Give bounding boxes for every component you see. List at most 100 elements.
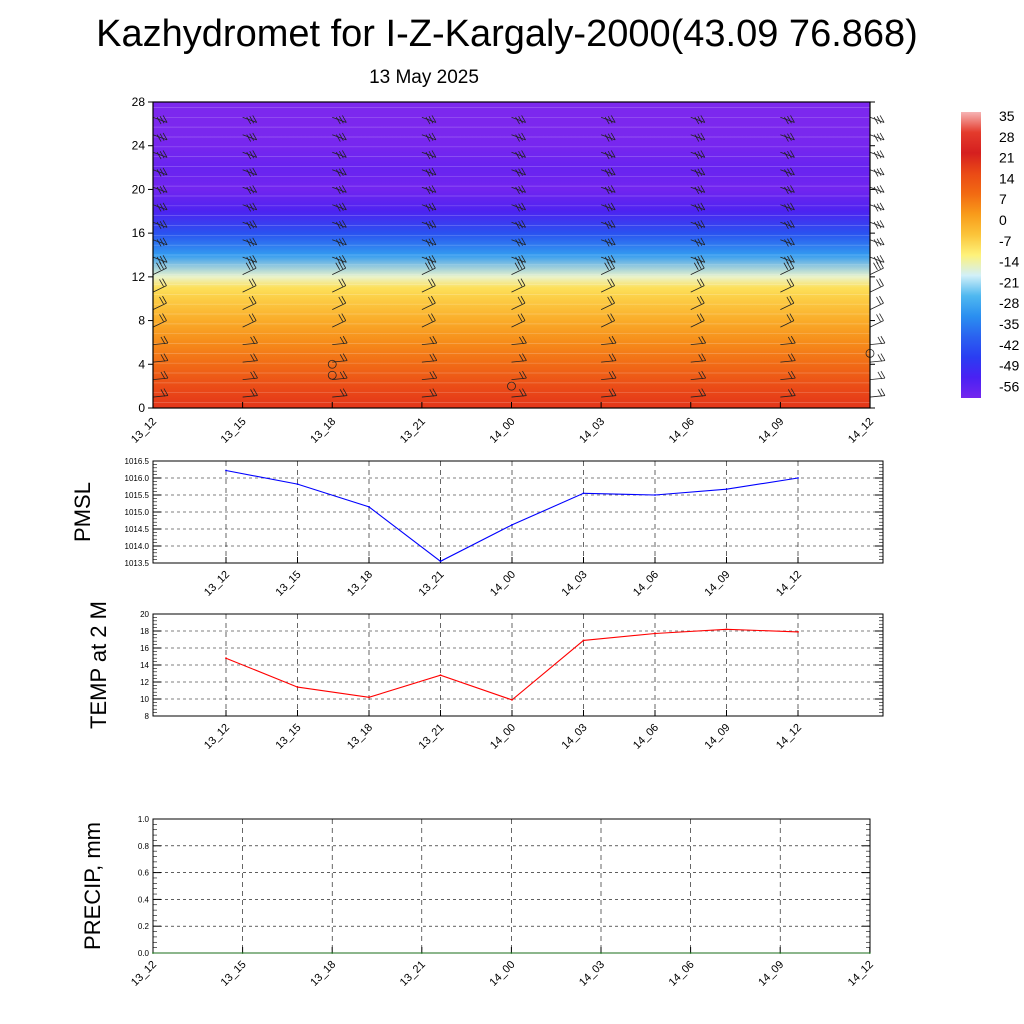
- barb-staff: [242, 221, 257, 228]
- barb-staff: [869, 302, 884, 311]
- barb-flag: [428, 168, 434, 176]
- wind-barb: [780, 255, 795, 265]
- barb-flag: [877, 371, 883, 380]
- barb-staff: [780, 377, 796, 380]
- barb-flag: [156, 204, 162, 212]
- x-tick-label: 14_09: [703, 722, 733, 752]
- barb-staff: [332, 285, 346, 293]
- wind-barb: [152, 295, 167, 311]
- barb-flag: [700, 237, 706, 246]
- barb-staff: [780, 395, 796, 398]
- barb-flag: [338, 116, 344, 124]
- barb-flag: [425, 221, 431, 230]
- data-point: [689, 952, 692, 954]
- barb-flag: [697, 255, 703, 264]
- barb-staff: [869, 221, 885, 228]
- barb-flag: [879, 150, 885, 158]
- barb-flag: [611, 370, 617, 379]
- barb-flag: [249, 116, 255, 124]
- barb-flag: [515, 239, 520, 247]
- barb-flag: [784, 116, 789, 125]
- barb-flag: [694, 169, 700, 177]
- barb-flag: [876, 185, 882, 194]
- barb-flag: [879, 278, 884, 286]
- barb-flag: [789, 313, 795, 321]
- barb-staff: [869, 360, 885, 363]
- colorbar-label: 35: [999, 108, 1015, 124]
- wind-barb: [869, 220, 885, 230]
- barb-staff: [332, 360, 348, 363]
- wind-barb: [421, 335, 438, 346]
- wind-barb: [332, 202, 347, 212]
- y-tick-label: 20: [140, 610, 149, 619]
- barb-flag: [252, 185, 258, 193]
- barb-staff: [242, 151, 257, 158]
- barb-flag: [250, 371, 255, 380]
- barb-flag: [338, 279, 344, 287]
- wind-barb: [332, 150, 347, 160]
- y-tick-label: 1013.5: [125, 559, 150, 568]
- barb-flag: [249, 185, 255, 194]
- wind-barb: [332, 237, 347, 247]
- barb-flag: [249, 220, 255, 229]
- barb-staff: [780, 169, 795, 176]
- y-tick-label: 20: [132, 182, 146, 196]
- barb-flag: [159, 185, 165, 194]
- barb-flag: [784, 256, 789, 265]
- barb-flag: [432, 388, 438, 396]
- barb-staff: [690, 169, 705, 176]
- barb-staff: [780, 134, 795, 141]
- barb-flag: [429, 354, 435, 362]
- wind-barb: [600, 313, 615, 328]
- barb-staff: [690, 116, 705, 123]
- barb-flag: [608, 336, 614, 345]
- y-tick-label: 0.2: [138, 922, 150, 931]
- barb-flag: [514, 262, 520, 270]
- barb-staff: [869, 186, 885, 193]
- barb-flag: [521, 115, 526, 123]
- data-point: [582, 492, 585, 495]
- wind-barb: [511, 353, 527, 363]
- gridlines: [153, 819, 870, 953]
- data-point: [225, 469, 227, 472]
- barb-staff: [690, 186, 705, 193]
- calm-circle: [327, 359, 337, 369]
- barb-staff: [332, 302, 346, 311]
- barb-flag: [156, 256, 162, 265]
- barb-flag: [431, 278, 436, 286]
- barb-staff: [511, 256, 526, 263]
- barb-flag: [604, 134, 610, 142]
- data-point: [439, 560, 442, 563]
- barb-flag: [790, 255, 795, 263]
- wind-barb: [780, 388, 796, 398]
- barb-flag: [784, 151, 789, 160]
- wind-barb: [421, 220, 437, 230]
- wind-barb: [152, 278, 167, 293]
- x-tick-label: 13_18: [345, 569, 375, 599]
- colorbar-label: 28: [999, 129, 1015, 145]
- barb-flag: [338, 238, 344, 246]
- wind-barb: [780, 150, 795, 160]
- barb-flag: [162, 295, 167, 304]
- barb-flag: [700, 220, 706, 228]
- wind-barb: [690, 370, 707, 380]
- barb-staff: [511, 134, 526, 141]
- barb-flag: [253, 335, 258, 344]
- y-tick-label: 10: [140, 695, 149, 704]
- barb-flag: [873, 116, 879, 125]
- x-tick-label: 14_06: [631, 569, 661, 599]
- barb-staff: [601, 377, 617, 380]
- barb-staff: [780, 151, 795, 158]
- barb-flag: [610, 278, 615, 286]
- wind-barb: [332, 278, 347, 293]
- colorbar-label: -35: [999, 316, 1019, 332]
- wind-barb: [600, 237, 616, 247]
- barb-flag: [876, 296, 881, 305]
- barb-flag: [611, 335, 617, 344]
- barb-flag: [335, 204, 341, 212]
- barb-staff: [152, 395, 168, 398]
- wind-barb: [600, 115, 616, 125]
- barb-flag: [338, 133, 344, 141]
- barb-flag: [246, 204, 252, 212]
- wind-barb: [511, 370, 527, 380]
